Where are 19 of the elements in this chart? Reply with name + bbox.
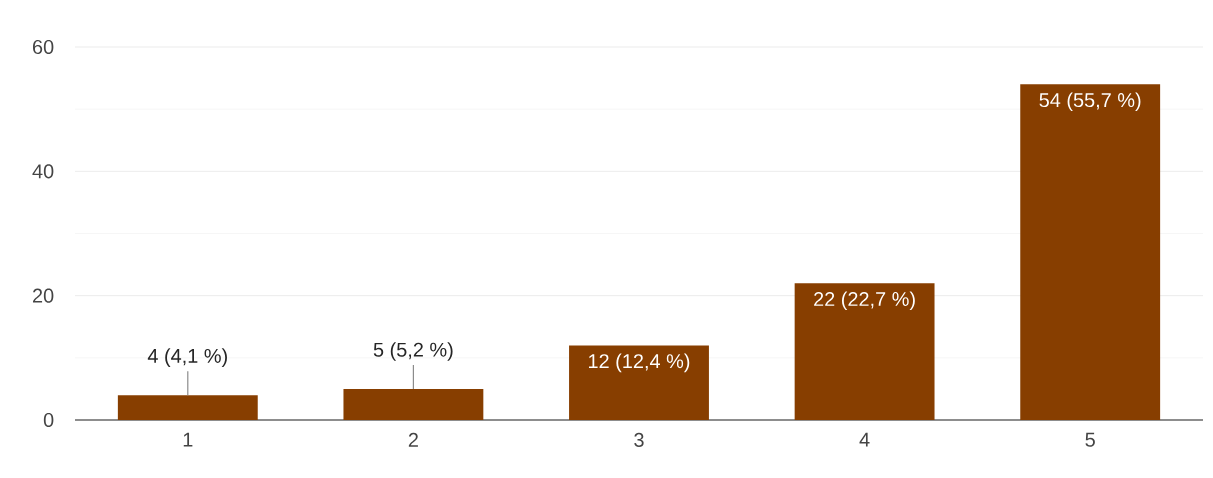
x-tick-label: 5 xyxy=(1085,432,1095,447)
bar xyxy=(1020,84,1161,420)
data-label: 54 (55,7 %) xyxy=(1039,92,1141,112)
data-label: 22 (22,7 %) xyxy=(814,291,915,310)
x-tick-label: 2 xyxy=(408,432,418,447)
data-label: 12 (12,4 %) xyxy=(589,353,690,373)
bar xyxy=(117,395,258,420)
y-tick-label: 40 xyxy=(32,164,54,179)
x-tick-label: 4 xyxy=(859,432,870,447)
data-label: 5 (5,2 %) xyxy=(373,342,453,361)
bar xyxy=(794,283,935,420)
bar xyxy=(569,345,709,420)
y-tick-label: 20 xyxy=(33,288,54,303)
y-tick-label: 60 xyxy=(33,39,54,55)
x-tick-label: 3 xyxy=(634,432,644,447)
bar xyxy=(343,388,484,420)
data-label: 4 (4,1 %) xyxy=(147,348,227,367)
x-tick-label: 1 xyxy=(183,432,193,447)
y-tick-label: 0 xyxy=(43,412,54,428)
